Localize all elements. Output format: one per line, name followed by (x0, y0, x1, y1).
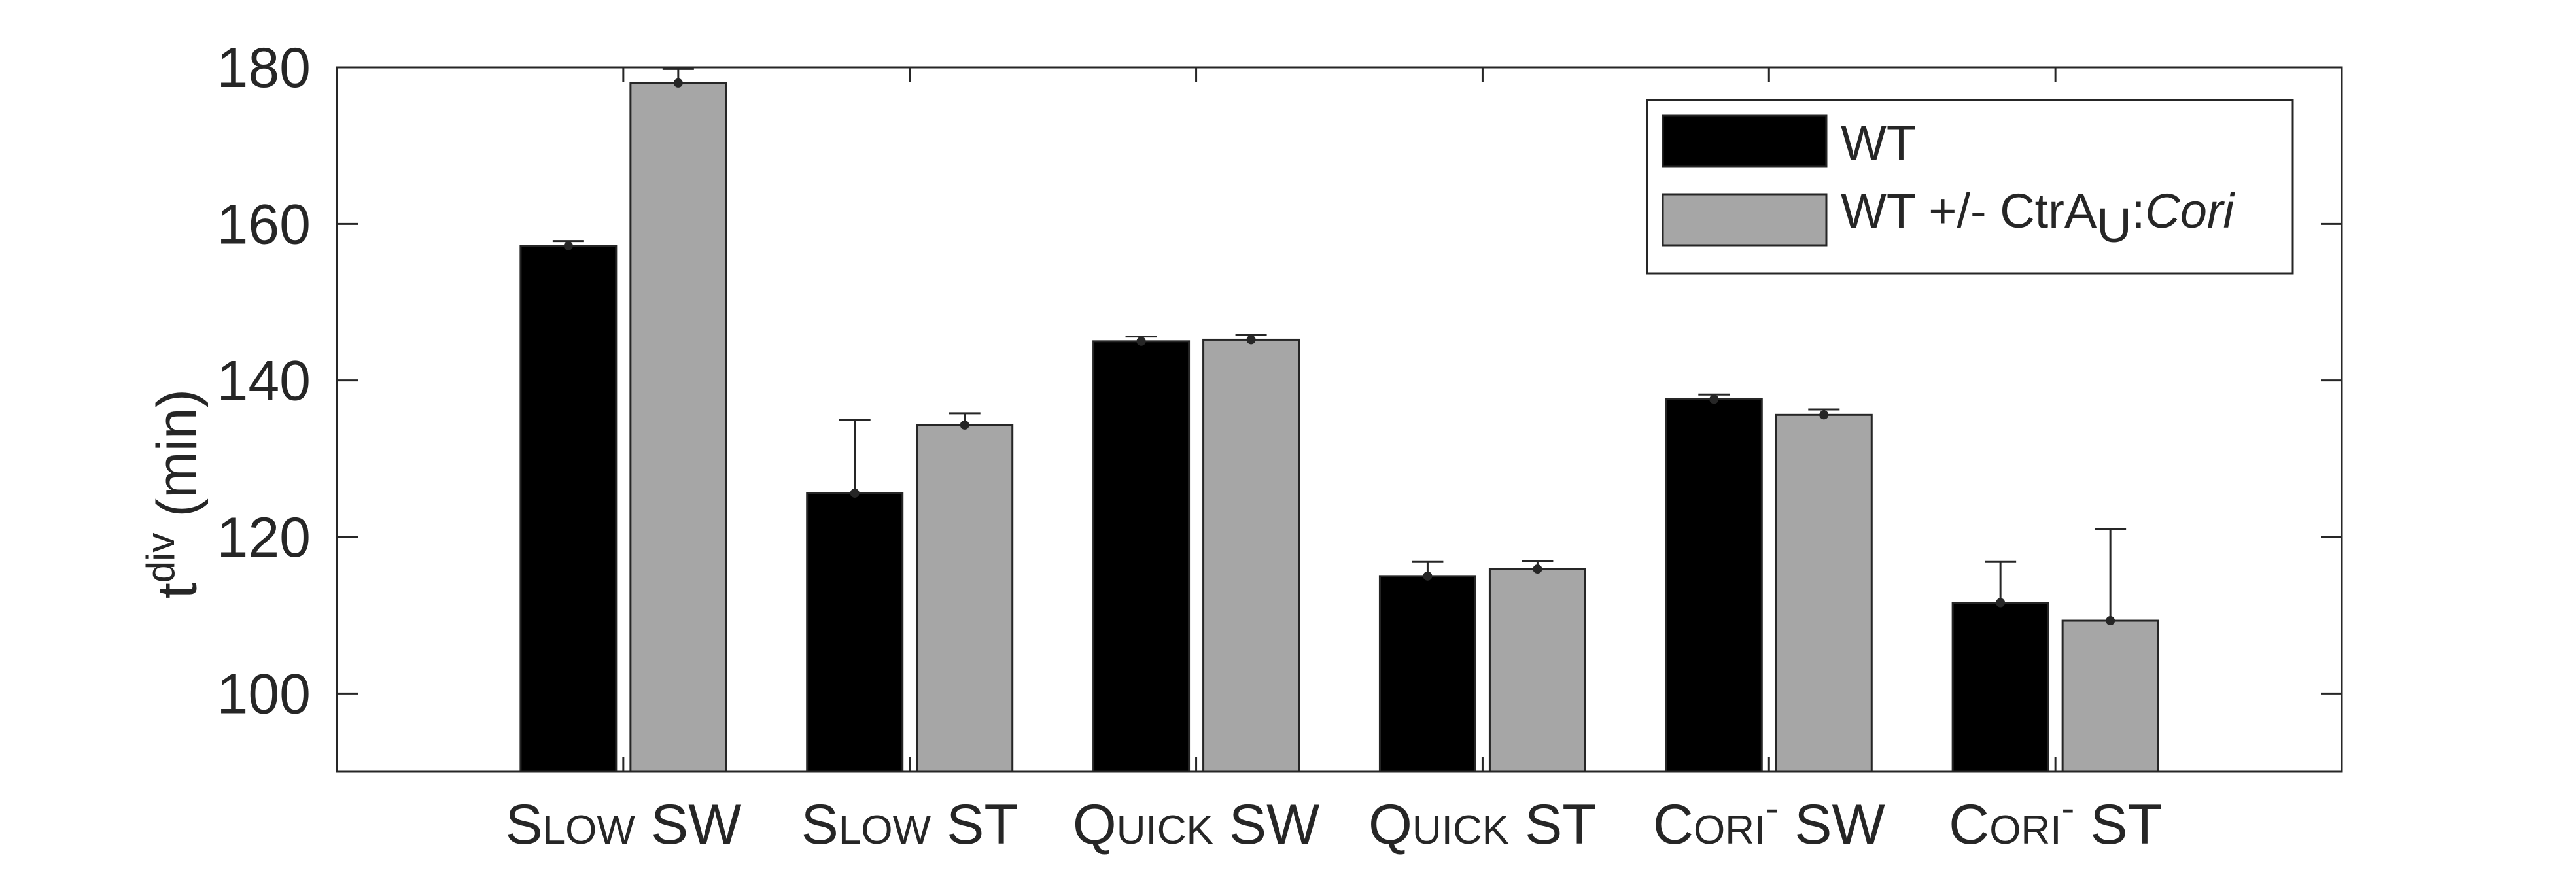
bar-wt-4 (1665, 398, 1763, 773)
x-tick-label-initial-3: Q (1368, 793, 1412, 856)
x-axis-category-labels: SLOW SW SLOW ST QUICK SW QUICK ST CORI- SW CO… (505, 786, 2162, 856)
x-tick-label-smallcaps-2: UICK (1117, 808, 1213, 853)
x-tick-label-smallcaps-3: UICK (1412, 808, 1509, 853)
mean-point-0-3 (1423, 571, 1433, 581)
legend-swatch-wt (1662, 114, 1828, 168)
y-tick-label-140: 140 (217, 350, 311, 413)
x-tick-label-smallcaps-0: LOW (543, 808, 636, 853)
mean-point-0-0 (563, 241, 573, 250)
x-tick-label-smallcaps-5: ORI (1989, 808, 2061, 853)
x-tick-label-0: SLOW SW (505, 793, 741, 856)
error-bars-layer (552, 67, 2127, 626)
mean-point-0-2 (1136, 336, 1146, 346)
x-tick-label-rest-1: ST (931, 793, 1018, 856)
x-tick-label-initial-2: Q (1073, 793, 1117, 856)
legend-label-ctra-italic: Cori (2145, 184, 2235, 238)
bar-wt-5 (1951, 602, 2049, 773)
x-tick-label-2: QUICK SW (1073, 793, 1319, 856)
y-tick-label-160: 160 (217, 193, 311, 256)
legend-label-ctra-colon: : (2132, 184, 2146, 238)
x-tick-label-5: CORI- ST (1949, 786, 2162, 856)
y-tick-label-180: 180 (217, 37, 311, 99)
x-tick-label-3: QUICK ST (1368, 793, 1597, 856)
bar-ctra-0 (629, 82, 727, 773)
x-tick-label-4: CORI- SW (1653, 786, 1885, 856)
x-tick-label-rest-3: ST (1509, 793, 1597, 856)
legend-label-ctra: WT +/- CtrAU:Cori (1841, 184, 2236, 252)
bar-ctra-3 (1488, 568, 1586, 773)
legend-label-wt: WT (1841, 116, 1916, 170)
x-tick-label-rest-0: SW (635, 793, 741, 856)
x-tick-label-superscript-5: - (2061, 786, 2074, 830)
mean-point-1-2 (1246, 335, 1256, 345)
plot-area-frame (336, 66, 2343, 773)
mean-point-0-4 (1709, 394, 1719, 404)
mean-point-0-5 (1996, 598, 2006, 608)
x-tick-label-initial-5: C (1949, 793, 1989, 856)
x-tick-label-superscript-4: - (1766, 786, 1779, 830)
x-tick-label-initial-0: S (505, 793, 542, 856)
legend-swatch-ctra (1662, 193, 1828, 247)
bar-ctra-2 (1202, 338, 1300, 773)
legend: WT WT +/- CtrAU:Cori (1646, 99, 2294, 275)
bar-ctra-1 (916, 424, 1014, 773)
mean-point-1-0 (673, 78, 683, 88)
mean-point-1-1 (960, 420, 969, 430)
legend-label-ctra-subscript: U (2097, 198, 2131, 252)
mean-point-0-1 (850, 488, 860, 498)
bars-layer (519, 82, 2159, 773)
x-tick-label-rest-4: SW (1779, 793, 1885, 856)
x-tick-label-rest-5: ST (2074, 793, 2162, 856)
y-axis-label-superscript: div (139, 533, 183, 583)
x-tick-label-smallcaps-4: ORI (1694, 808, 1766, 853)
y-axis-label: tdiv (min) (139, 389, 209, 598)
y-axis-label-base: t (146, 583, 209, 598)
mean-point-1-3 (1533, 564, 1542, 574)
y-tick-label-120: 120 (217, 506, 311, 569)
y-tick-label-100: 100 (217, 663, 311, 725)
x-tick-label-smallcaps-1: LOW (839, 808, 931, 853)
bar-wt-3 (1378, 575, 1476, 773)
bar-wt-2 (1092, 340, 1191, 773)
x-tick-label-rest-2: SW (1213, 793, 1319, 856)
bar-ctra-5 (2061, 619, 2159, 773)
legend-label-ctra-main: WT +/- CtrA (1841, 184, 2097, 238)
bar-wt-1 (806, 492, 904, 773)
mean-point-1-4 (1819, 410, 1829, 420)
bar-wt-0 (519, 245, 618, 773)
x-tick-label-initial-1: S (801, 793, 839, 856)
x-tick-label-1: SLOW ST (801, 793, 1018, 856)
y-axis-ticks: 100 120 140 160 180 (217, 37, 2342, 772)
bar-ctra-4 (1775, 413, 1873, 773)
y-axis-label-unit: (min) (146, 389, 209, 533)
mean-point-1-5 (2106, 616, 2115, 626)
x-tick-label-initial-4: C (1653, 793, 1694, 856)
